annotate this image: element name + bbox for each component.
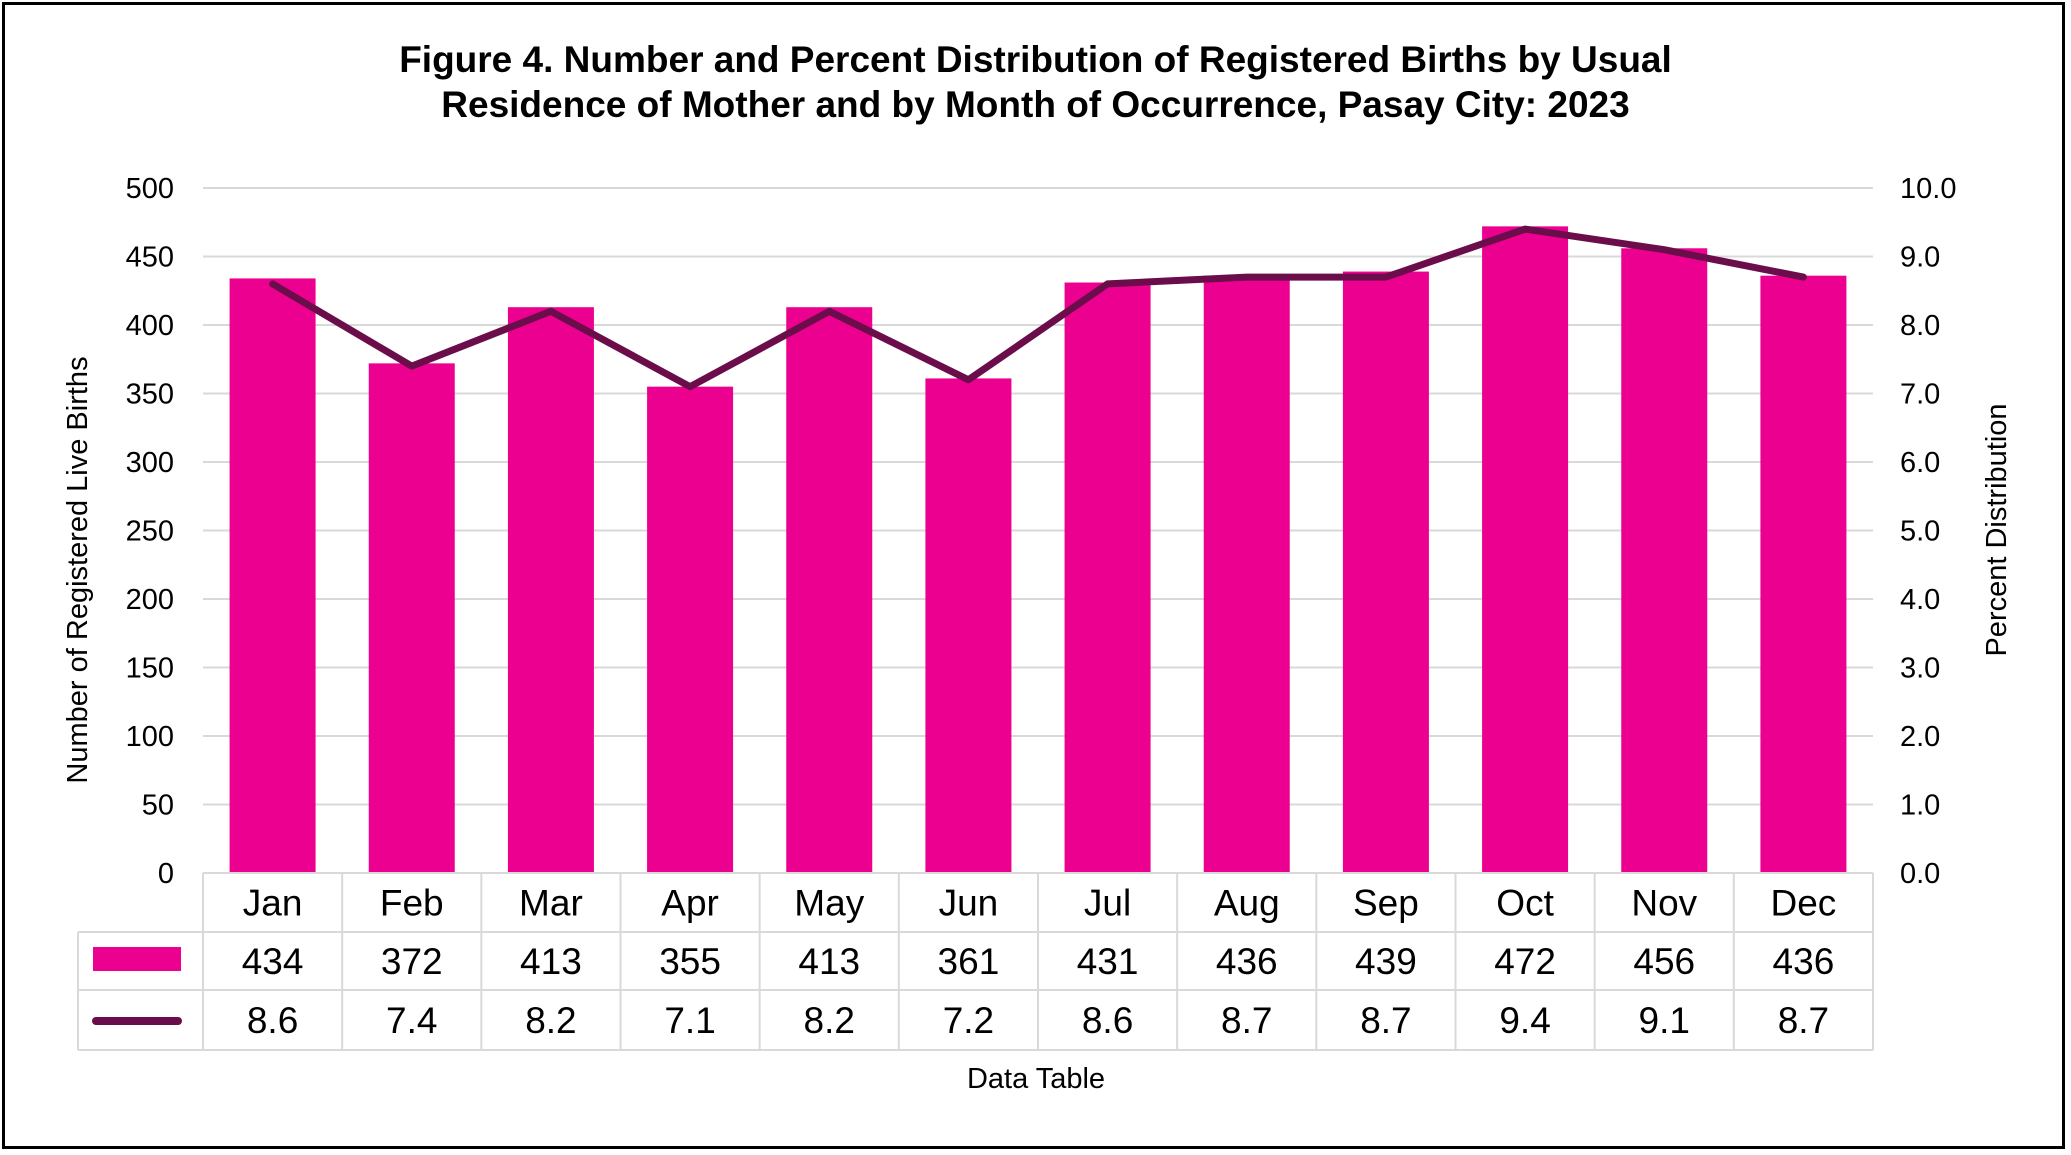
y2-tick-label: 5.0: [1900, 516, 1940, 548]
table-bar-value: 439: [1355, 941, 1417, 982]
y2-tick-label: 7.0: [1900, 379, 1940, 411]
table-bar-value: 413: [798, 941, 860, 982]
x-category-label: Nov: [1631, 883, 1697, 924]
table-line-value: 8.7: [1778, 1000, 1829, 1041]
chart-title-line-1: Figure 4. Number and Percent Distributio…: [399, 39, 1672, 80]
table-line-value: 7.1: [664, 1000, 715, 1041]
table-bar-value: 472: [1494, 941, 1556, 982]
gridlines: [203, 187, 1873, 806]
bar: [786, 307, 873, 873]
table-line-value: 8.7: [1360, 1000, 1411, 1041]
y-tick-label: 350: [126, 379, 174, 411]
y2-tick-label: 2.0: [1900, 721, 1940, 753]
table-bar-value: 372: [381, 941, 443, 982]
y2-tick-label: 1.0: [1900, 790, 1940, 822]
table-line-value: 8.6: [1082, 1000, 1133, 1041]
x-category-label: Oct: [1496, 883, 1554, 924]
table-bar-value: 431: [1077, 941, 1139, 982]
y2-tick-label: 3.0: [1900, 653, 1940, 685]
y-tick-label: 250: [126, 516, 174, 548]
line-series: [269, 225, 1807, 391]
bar: [229, 278, 316, 873]
x-category-label: Dec: [1771, 883, 1837, 924]
y-tick-label: 450: [126, 242, 174, 274]
y-tick-label: 200: [126, 584, 174, 616]
table-bar-value: 436: [1773, 941, 1835, 982]
series-line: [269, 225, 1807, 391]
table-bar-value: 355: [659, 941, 721, 982]
table-bar-value: 436: [1216, 941, 1278, 982]
bar-series: [229, 226, 1847, 874]
x-category-label: Sep: [1353, 883, 1419, 924]
bar: [1342, 271, 1429, 873]
x-category-label: Jul: [1084, 883, 1131, 924]
y-tick-label: 400: [126, 310, 174, 342]
bar: [1482, 226, 1569, 874]
bar: [1760, 275, 1847, 873]
chart-title-line-2: Residence of Mother and by Month of Occu…: [441, 84, 1630, 125]
y-tick-label: 0: [158, 858, 174, 890]
bar: [1064, 282, 1151, 873]
table-line-value: 9.4: [1499, 1000, 1550, 1041]
bar: [1203, 275, 1290, 873]
y2-axis-title: Percent Distribution: [1981, 403, 2013, 656]
y2-tick-label: 0.0: [1900, 858, 1940, 890]
table-line-value: 9.1: [1639, 1000, 1690, 1041]
table-bar-value: 456: [1633, 941, 1695, 982]
x-category-label: Apr: [661, 883, 719, 924]
x-category-label: Mar: [519, 883, 583, 924]
axes: 0 50 100 150 200 250 300 350 400 450 500 0.0 1.0 2.0 3…: [62, 173, 2013, 890]
data-table: Jan 434 8.6 Feb 372 7.4 Mar 413 8.2 Apr 355 7.1 May 4…: [77, 872, 1874, 1095]
table-line-value: 8.6: [247, 1000, 298, 1041]
x-category-label: Jun: [939, 883, 999, 924]
x-axis-title: Data Table: [967, 1063, 1105, 1095]
table-line-value: 8.2: [525, 1000, 576, 1041]
table-line-value: 7.4: [386, 1000, 437, 1041]
y2-tick-label: 10.0: [1900, 173, 1956, 205]
bar: [925, 378, 1012, 873]
bar: [1621, 248, 1708, 873]
x-category-label: Jan: [243, 883, 303, 924]
bar: [368, 363, 455, 873]
x-category-label: May: [794, 883, 864, 924]
table-bar-value: 361: [938, 941, 1000, 982]
table-line-value: 8.7: [1221, 1000, 1272, 1041]
x-category-label: Aug: [1214, 883, 1280, 924]
y2-tick-label: 8.0: [1900, 310, 1940, 342]
y-tick-label: 100: [126, 721, 174, 753]
y-axis-title: Number of Registered Live Births: [62, 356, 94, 783]
y-tick-label: 300: [126, 447, 174, 479]
y2-tick-label: 4.0: [1900, 584, 1940, 616]
y2-tick-label: 6.0: [1900, 447, 1940, 479]
table-line-value: 7.2: [943, 1000, 994, 1041]
table-line-value: 8.2: [804, 1000, 855, 1041]
bar: [647, 386, 734, 873]
legend-key-bar: [93, 947, 181, 971]
table-bar-value: 434: [242, 941, 304, 982]
y-tick-label: 150: [126, 653, 174, 685]
x-category-label: Feb: [380, 883, 444, 924]
table-bar-value: 413: [520, 941, 582, 982]
y-tick-label: 50: [142, 790, 174, 822]
y2-tick-label: 9.0: [1900, 242, 1940, 274]
bar: [507, 307, 594, 873]
y-tick-label: 500: [126, 173, 174, 205]
